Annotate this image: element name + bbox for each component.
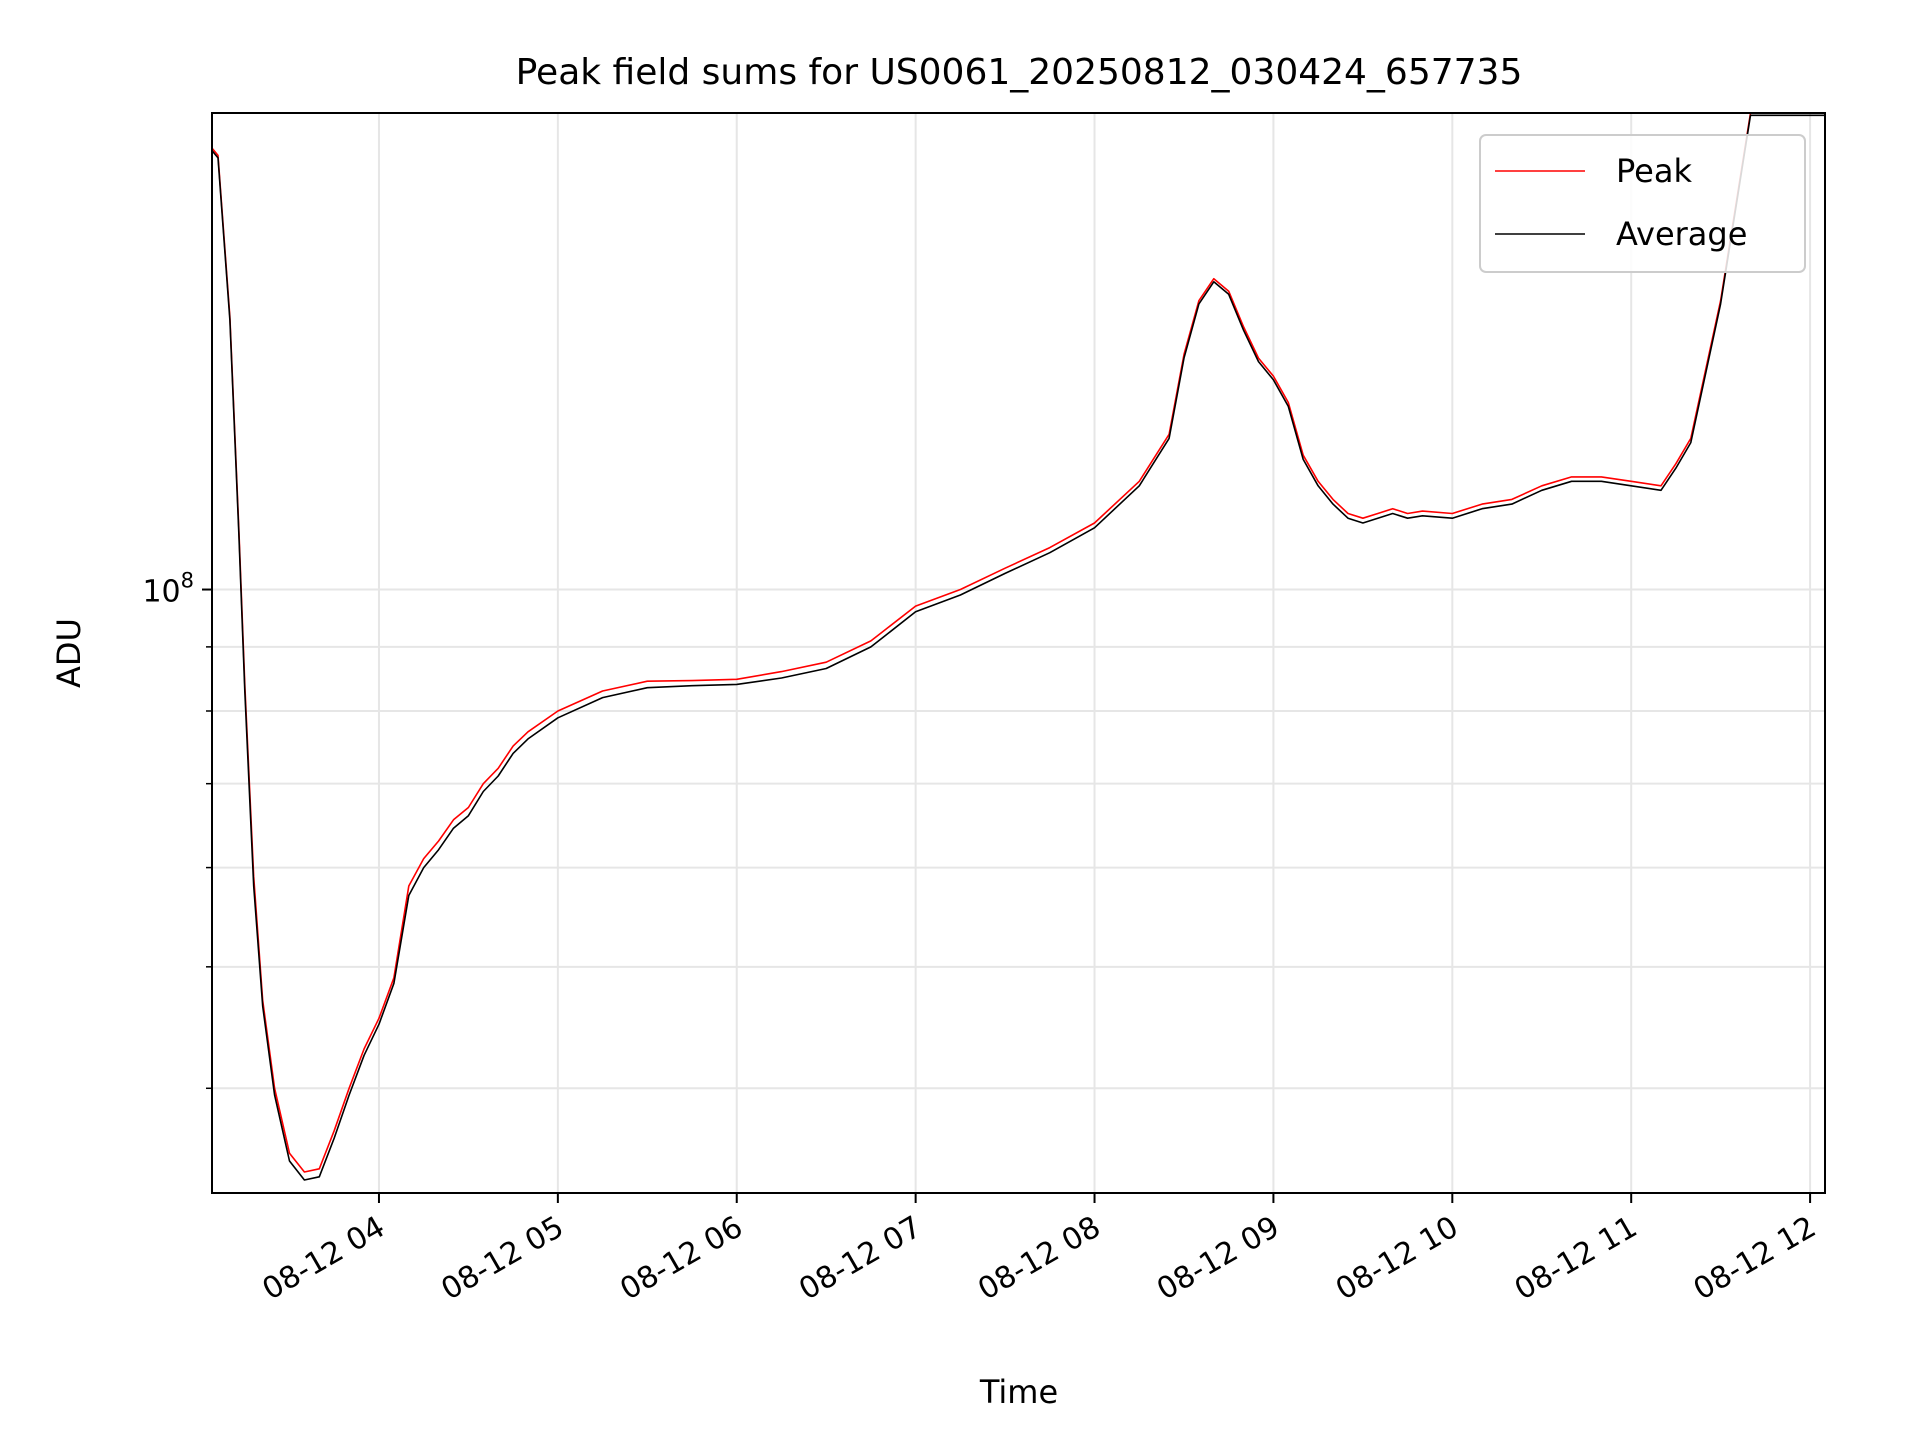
series-line-peak xyxy=(212,113,1825,1173)
legend-box xyxy=(1479,134,1806,273)
chart-title: Peak field sums for US0061_20250812_0304… xyxy=(516,52,1523,93)
legend-peak-label: Peak xyxy=(1616,152,1692,190)
y-tick-label: 108 xyxy=(142,569,194,610)
series-layer xyxy=(212,113,1825,1181)
y-axis-label: ADU xyxy=(50,618,88,688)
grid xyxy=(212,113,1825,1193)
x-axis-label: Time xyxy=(979,1373,1058,1411)
legend-average-label: Average xyxy=(1616,215,1747,253)
series-line-average xyxy=(212,114,1825,1181)
plot-frame xyxy=(211,112,1826,1194)
legend: Peak Average xyxy=(1479,134,1806,273)
y-axis: 108 xyxy=(142,569,212,1090)
